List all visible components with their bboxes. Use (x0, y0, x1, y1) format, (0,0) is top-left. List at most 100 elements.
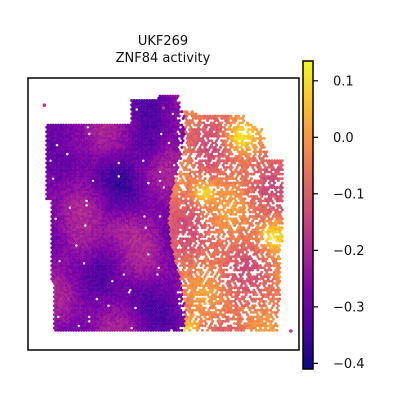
spot (148, 112, 152, 116)
spot (177, 141, 181, 145)
spot (83, 134, 87, 138)
spot (143, 139, 146, 143)
spot (212, 157, 216, 160)
spot (194, 157, 198, 160)
spot (222, 116, 226, 120)
spot (280, 199, 284, 203)
spot (135, 125, 139, 129)
spot (126, 132, 130, 136)
spot (201, 141, 204, 145)
spot (164, 145, 168, 149)
spot (226, 114, 230, 118)
spot (252, 154, 256, 158)
spot (82, 145, 86, 149)
spot (141, 123, 145, 127)
spot (217, 152, 221, 156)
spot (162, 114, 166, 118)
spot (146, 114, 150, 118)
spot (128, 136, 132, 140)
spot (237, 132, 240, 136)
spot (117, 157, 121, 160)
spot (59, 132, 63, 136)
spot (226, 119, 230, 123)
spot (199, 143, 203, 147)
spot (50, 134, 54, 138)
spot (167, 96, 171, 100)
spot (153, 116, 157, 120)
spot (46, 154, 50, 158)
spot (171, 125, 175, 129)
spot (275, 239, 279, 243)
spot (63, 157, 67, 160)
spot (228, 134, 231, 138)
spot (168, 121, 172, 125)
spot (168, 130, 172, 134)
spot (146, 101, 150, 105)
spot (154, 101, 158, 105)
spot (81, 130, 85, 134)
spot (126, 128, 130, 131)
spot (131, 119, 135, 123)
spot (67, 123, 71, 127)
spot (132, 130, 136, 134)
spot (110, 141, 114, 145)
spot (148, 125, 152, 129)
spot (150, 107, 154, 111)
spot (252, 172, 256, 176)
spot (50, 125, 54, 129)
spot (181, 139, 185, 143)
spot (69, 145, 73, 149)
spot (58, 152, 62, 156)
spot (47, 148, 51, 152)
spot (125, 139, 128, 143)
spot (222, 143, 226, 147)
spot (280, 172, 284, 176)
spot (230, 152, 234, 156)
spot (186, 134, 190, 138)
spot (54, 150, 58, 154)
spot (191, 112, 195, 116)
spot (162, 136, 166, 140)
spot (171, 139, 175, 143)
spot (105, 145, 109, 149)
spot (68, 130, 72, 134)
spot (148, 143, 152, 147)
spot (229, 150, 233, 154)
spot (126, 123, 130, 127)
spot (159, 128, 163, 131)
spot (255, 132, 258, 136)
spot (224, 150, 228, 154)
spot (61, 154, 65, 158)
spot (150, 139, 154, 143)
spot (175, 110, 179, 114)
spot (235, 116, 239, 120)
spot (74, 132, 78, 136)
spot (179, 157, 183, 160)
spot (186, 143, 190, 147)
spot (70, 157, 74, 160)
spot (105, 123, 109, 127)
spot (130, 130, 134, 134)
spot (103, 154, 107, 158)
spot (166, 112, 170, 116)
spot (149, 119, 153, 123)
spot (114, 130, 118, 134)
spot (132, 134, 136, 138)
spot (145, 112, 149, 116)
spot (186, 139, 190, 143)
spot (146, 123, 150, 127)
spot (197, 121, 201, 125)
spot (249, 190, 253, 194)
spot (175, 119, 179, 123)
spot (128, 123, 132, 127)
spot (107, 152, 110, 156)
spot (252, 150, 256, 154)
spot (149, 150, 153, 154)
spot (140, 116, 144, 120)
spot (63, 130, 67, 134)
spot (206, 154, 210, 158)
spot (162, 119, 166, 123)
spot (155, 143, 159, 147)
spot (161, 94, 165, 98)
spot (110, 128, 114, 131)
